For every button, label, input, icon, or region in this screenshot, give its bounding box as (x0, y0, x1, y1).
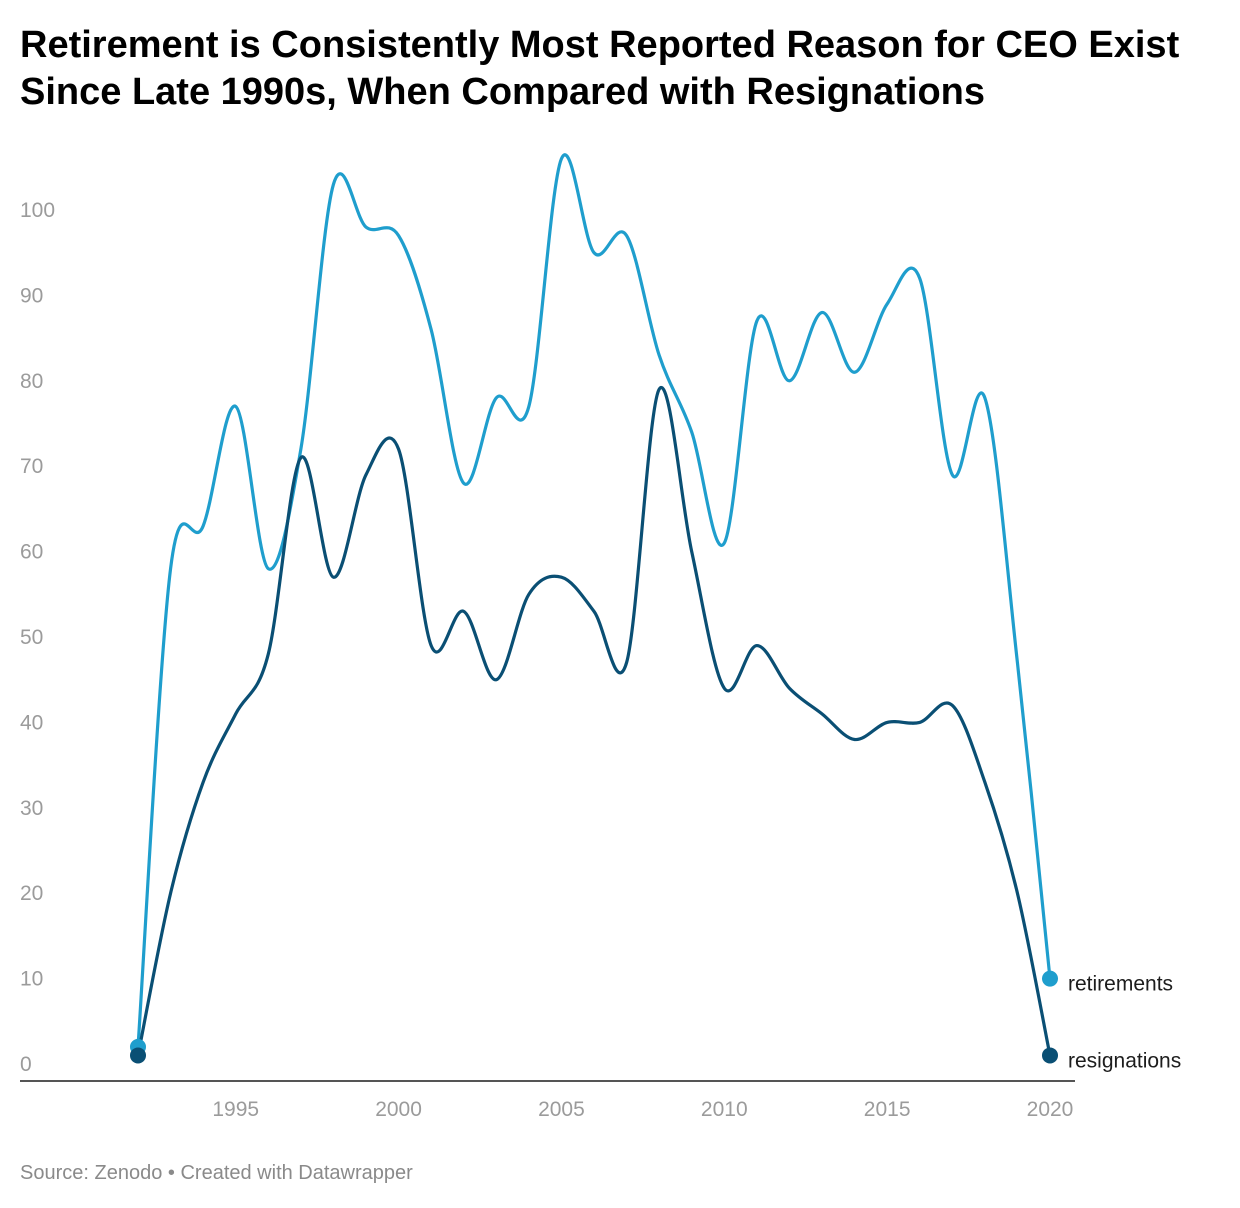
credit-note: Created with Datawrapper (180, 1162, 413, 1184)
series-label-resignations: resignations (1068, 1049, 1181, 1072)
x-tick-label: 2015 (864, 1098, 911, 1121)
series-start-dot-resignations (130, 1047, 146, 1064)
chart-title: Retirement is Consistently Most Reported… (20, 24, 1180, 113)
y-tick-label: 30 (20, 797, 43, 820)
y-tick-label: 90 (20, 284, 43, 307)
y-tick-label: 100 (20, 199, 55, 222)
x-axis-ticks: 1995 2000 2005 2010 2015 2020 (212, 1098, 1073, 1121)
series-line-retirements (136, 153, 1052, 1049)
series-end-dot-retirements (1042, 970, 1058, 987)
y-tick-label: 0 (20, 1053, 32, 1076)
x-tick-label: 2005 (538, 1098, 585, 1121)
x-tick-label: 1995 (212, 1098, 259, 1121)
y-tick-label: 10 (20, 968, 43, 991)
series-label-retirements: retirements (1068, 973, 1173, 996)
series-line-resignations (136, 385, 1052, 1058)
source-note: Source: Zenodo (20, 1162, 163, 1184)
y-tick-label: 70 (20, 455, 43, 478)
series-end-markers: retirements resignations (130, 970, 1181, 1072)
y-tick-label: 40 (20, 711, 43, 734)
y-tick-label: 60 (20, 541, 43, 564)
series-lines (136, 153, 1052, 1058)
x-tick-label: 2020 (1027, 1098, 1074, 1121)
y-tick-label: 20 (20, 882, 43, 905)
footer-separator: • (167, 1162, 175, 1184)
series-end-dot-resignations (1042, 1047, 1058, 1064)
x-tick-label: 2010 (701, 1098, 748, 1121)
y-tick-label: 50 (20, 626, 43, 649)
y-axis-ticks: 0 10 20 30 40 50 60 70 80 90 100 (20, 199, 55, 1076)
x-tick-label: 2000 (375, 1098, 422, 1121)
y-tick-label: 80 (20, 370, 43, 393)
chart-footer: Source: Zenodo • Created with Datawrappe… (20, 1162, 413, 1185)
